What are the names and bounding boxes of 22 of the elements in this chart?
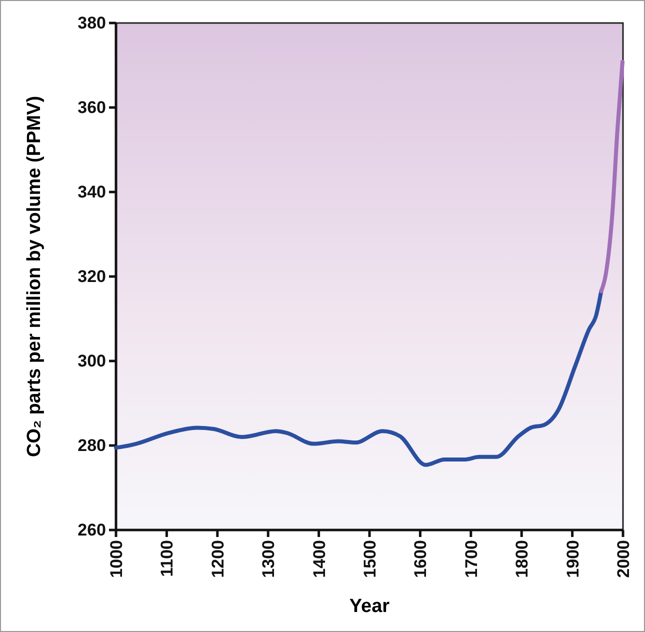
x-tick-label: 1200 (208, 540, 228, 578)
line-series (599, 60, 624, 294)
x-tick-label: 1800 (512, 540, 532, 578)
x-tick-label: 2000 (614, 540, 633, 578)
y-tick-label: 320 (78, 266, 106, 286)
x-tick-label: 1100 (158, 540, 177, 577)
y-tick-label: 380 (78, 13, 106, 32)
y-tick-label: 300 (78, 351, 106, 370)
x-tick-label: 1000 (106, 540, 126, 578)
y-tick-label: 360 (78, 98, 106, 117)
x-tick-label: 1300 (259, 540, 278, 578)
x-tick-label: 1500 (360, 540, 380, 578)
x-tick-label: 1900 (563, 540, 582, 578)
x-axis-title: Year (349, 596, 390, 617)
y-tick-label: 260 (78, 520, 106, 540)
x-tick-label: 1400 (310, 540, 329, 578)
line-series (114, 289, 604, 467)
x-tick-label: 1600 (411, 540, 430, 578)
y-tick-label: 280 (78, 436, 106, 455)
x-tick-label: 1700 (462, 540, 481, 578)
y-axis-title: CO₂ parts per million by volume (PPMV) (24, 96, 45, 458)
y-tick-label: 340 (78, 182, 106, 202)
